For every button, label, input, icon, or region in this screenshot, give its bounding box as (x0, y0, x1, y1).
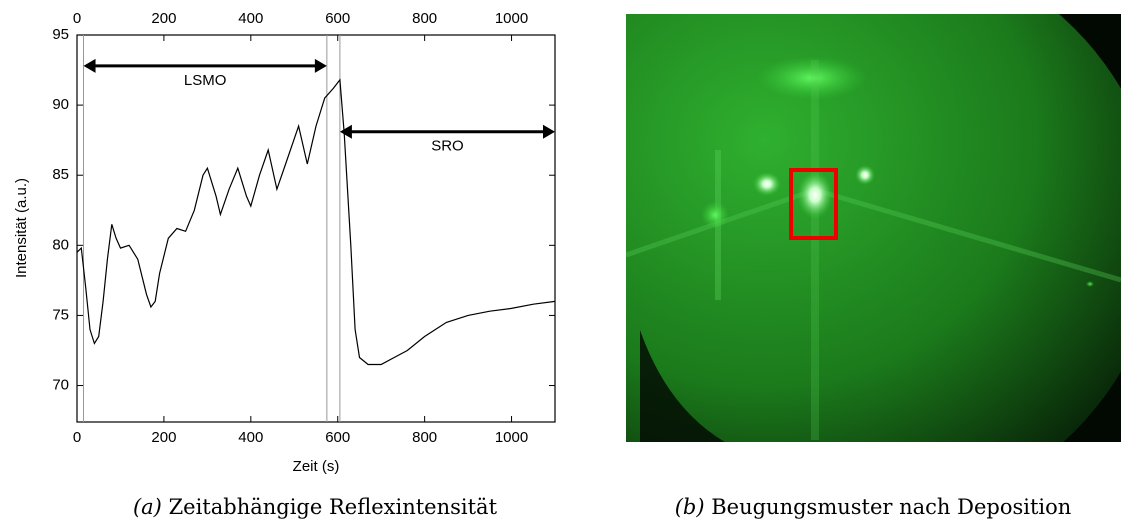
x-top-tick-label: 1000 (495, 10, 528, 27)
arrow-head (83, 58, 96, 73)
annotation-label: SRO (431, 138, 464, 155)
diffraction-image (626, 14, 1121, 442)
arrow-head (339, 124, 352, 139)
caption-text: Beugungsmuster nach Deposition (711, 495, 1071, 519)
arrow-head (314, 58, 327, 73)
x-top-tick-label: 0 (73, 10, 81, 27)
x-tick-label: 800 (412, 429, 437, 446)
y-tick-label: 80 (52, 236, 69, 253)
caption-label: (a) (133, 495, 162, 519)
y-tick-label: 90 (52, 96, 69, 113)
x-tick-label: 600 (325, 429, 350, 446)
annotation-label: LSMO (184, 72, 227, 89)
caption-label: (b) (675, 495, 705, 519)
arrow-head (543, 124, 555, 139)
x-axis-label: Zeit (s) (293, 458, 340, 475)
x-tick-label: 200 (151, 429, 176, 446)
caption-text: Zeitabhängige Reflexintensität (169, 495, 498, 519)
caption: (a) Zeitabhängige Reflexintensität (133, 495, 498, 519)
x-top-tick-label: 200 (151, 10, 176, 27)
x-top-tick-label: 800 (412, 10, 437, 27)
y-axis-label: Intensität (a.u.) (13, 178, 30, 278)
x-top-tick-label: 600 (325, 10, 350, 27)
y-tick-label: 70 (52, 377, 69, 394)
y-tick-label: 95 (52, 26, 69, 43)
x-tick-label: 1000 (495, 429, 528, 446)
series-line (76, 78, 556, 366)
caption: (b) Beugungsmuster nach Deposition (675, 495, 1072, 519)
x-tick-label: 0 (73, 429, 81, 446)
plot-frame (76, 34, 556, 423)
y-tick-label: 75 (52, 306, 69, 323)
x-tick-label: 400 (238, 429, 263, 446)
x-top-tick-label: 400 (238, 10, 263, 27)
y-tick-label: 85 (52, 166, 69, 183)
